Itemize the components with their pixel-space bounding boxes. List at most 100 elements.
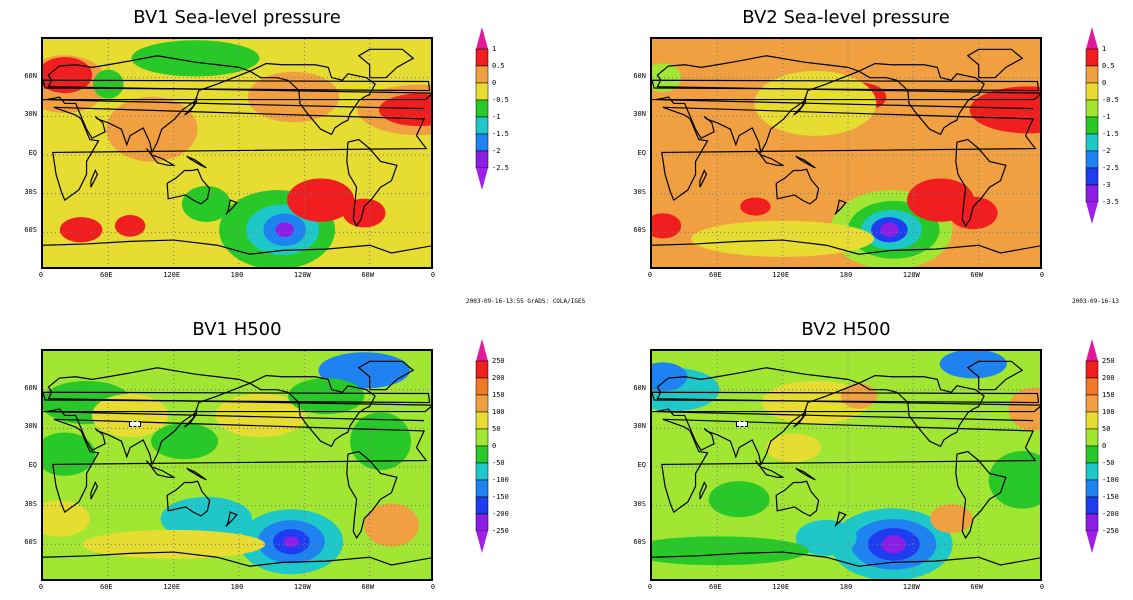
colorbar-swatch — [475, 479, 489, 498]
anomaly-contour — [881, 535, 906, 554]
colorbar-label: -250 — [492, 527, 509, 535]
colorbar-swatch — [1085, 116, 1099, 135]
map-svg — [43, 39, 431, 267]
colorbar-svg — [475, 27, 489, 190]
anomaly-contour — [342, 198, 386, 228]
colorbar-label: -1.5 — [1102, 130, 1119, 138]
lon-tick-label: 60E — [709, 271, 722, 279]
lon-tick-label: 120W — [902, 271, 920, 279]
colorbar-label: 0 — [1102, 442, 1107, 450]
lat-tick-label: EQ — [28, 149, 37, 157]
anomaly-contour — [652, 536, 809, 566]
lat-tick-label: 60S — [24, 226, 37, 235]
lat-tick-label: 30S — [24, 187, 37, 196]
anomaly-contour — [288, 378, 365, 415]
anomaly-contour — [181, 185, 231, 223]
anomaly-contour — [43, 57, 93, 94]
colorbar-label: 50 — [492, 425, 501, 433]
colorbar-bottom-arrow — [1086, 531, 1098, 553]
colorbar-swatch — [1085, 377, 1099, 396]
anomaly-contour — [59, 217, 103, 243]
lat-tick-label: 60N — [633, 71, 646, 80]
lat-tick-label: 60N — [24, 383, 37, 392]
colorbar-label: 0 — [492, 79, 497, 87]
anomaly-contour — [350, 412, 412, 471]
colorbar-label: 1 — [1102, 45, 1107, 53]
map — [41, 37, 433, 269]
lon-tick-label: 0 — [38, 271, 44, 279]
colorbar-svg — [1085, 339, 1099, 553]
lat-tick-label: 30N — [24, 422, 37, 431]
lon-tick-label: 0 — [1039, 583, 1045, 591]
colorbar-swatch — [475, 496, 489, 515]
colorbar-label: 250 — [492, 357, 505, 365]
colorbar-top-arrow — [1086, 27, 1098, 49]
anomaly-contour — [930, 504, 973, 533]
anomaly-contour — [880, 222, 899, 237]
colorbar-label: -3.5 — [1102, 198, 1119, 206]
panel-title: BV1 H500 — [192, 319, 282, 340]
lon-tick-label: 120E — [163, 583, 181, 591]
colorbar-swatch — [475, 462, 489, 481]
coastlines — [652, 360, 1040, 567]
colorbar-swatch — [1085, 496, 1099, 515]
colorbar-label: 0 — [492, 442, 497, 450]
colorbar-swatch — [475, 116, 489, 135]
colorbar-top-arrow — [476, 339, 488, 361]
colorbar-swatch — [1085, 411, 1099, 430]
box-marker — [736, 421, 748, 427]
lon-tick-label: 120W — [902, 583, 920, 591]
colorbar-label: -1 — [1102, 113, 1111, 121]
colorbar-label: -1 — [492, 113, 501, 121]
lon-tick-label: 120E — [163, 271, 181, 279]
colorbar-swatch — [475, 82, 489, 101]
anomaly-contour — [131, 40, 260, 77]
colorbar-label: -50 — [492, 459, 505, 467]
lon-tick-label: 0 — [430, 583, 436, 591]
colorbar-swatch — [475, 48, 489, 67]
colorbar-svg — [475, 339, 489, 553]
lon-tick-label: 60W — [361, 271, 374, 279]
coastlines — [652, 48, 1040, 255]
anomaly-contour — [287, 178, 355, 222]
anomaly-contour — [795, 519, 857, 556]
lat-tick-label: 30S — [633, 499, 646, 508]
colorbar-swatch — [475, 99, 489, 118]
colorbar-bv2-slp: 1 0.5 0 -0.5 -1 -1.5 -2 -2.5 -3 -3.5 — [1085, 27, 1119, 228]
colorbar-label: -250 — [1102, 527, 1119, 535]
colorbar-label: -1.5 — [492, 130, 509, 138]
anomaly-contour — [106, 96, 198, 162]
anomaly-contour — [93, 69, 124, 99]
lon-tick-label: 60W — [970, 271, 983, 279]
anomaly-contour — [708, 481, 770, 518]
lon-tick-label: 0 — [430, 271, 436, 279]
colorbar-label: 1 — [492, 45, 497, 53]
lat-tick-label: 60S — [633, 226, 646, 235]
colorbar-bv1-h500: 250 200 150 100 50 0 -50 -100 -150 -200 -250 — [475, 339, 509, 557]
anomaly-contour — [766, 433, 821, 463]
lon-tick-label: 120W — [293, 583, 311, 591]
lon-tick-label: 60E — [100, 583, 113, 591]
colorbar-bv1-slp: 1 0.5 0 -0.5 -1 -1.5 -2 -2.5 — [475, 27, 509, 194]
colorbar-bottom-arrow — [476, 531, 488, 553]
colorbar-label: 0.5 — [1102, 62, 1115, 70]
anomaly-contour — [364, 503, 419, 547]
lon-tick-label: 0 — [647, 271, 653, 279]
colorbar-label: -2 — [1102, 147, 1111, 155]
lat-tick-label: EQ — [637, 149, 646, 157]
colorbar-label: 250 — [1102, 357, 1115, 365]
colorbar-label: -150 — [1102, 493, 1119, 501]
map-grid — [652, 351, 1040, 579]
lon-tick-label: 60W — [970, 583, 983, 591]
colorbar-label: -2.5 — [492, 164, 509, 172]
colorbar-swatch — [475, 428, 489, 447]
map-svg — [652, 39, 1040, 267]
colorbar-swatch — [1085, 167, 1099, 186]
colorbar-label: -100 — [492, 476, 509, 484]
anomaly-contour — [840, 383, 878, 409]
colorbar-swatch — [1085, 462, 1099, 481]
colorbar-swatch — [475, 377, 489, 396]
colorbar-label: 100 — [492, 408, 505, 416]
colorbar-bottom-arrow — [476, 168, 488, 190]
lon-tick-label: 120W — [293, 271, 311, 279]
